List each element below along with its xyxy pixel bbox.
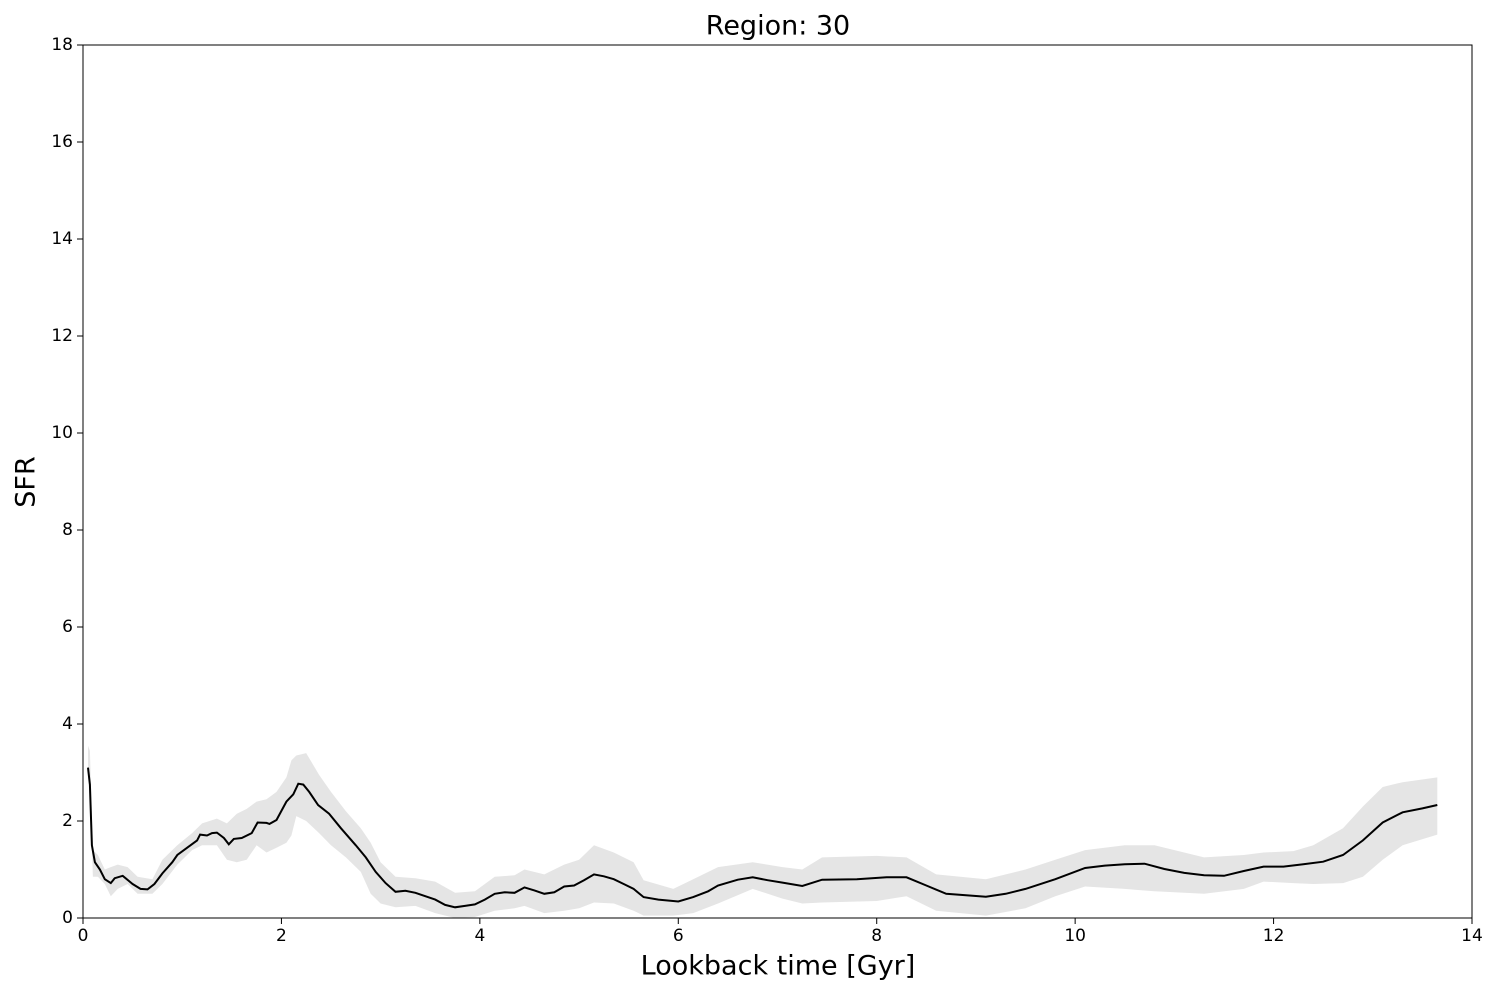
y-axis-label: SFR	[11, 456, 42, 507]
y-tick-label: 10	[51, 423, 73, 443]
chart-title: Region: 30	[706, 11, 850, 42]
x-tick-label: 4	[474, 926, 485, 946]
y-tick-label: 2	[62, 811, 73, 831]
y-tick-label: 4	[62, 714, 73, 734]
x-tick-label: 14	[1461, 926, 1483, 946]
y-tick-label: 12	[51, 326, 73, 346]
y-tick-label: 8	[62, 520, 73, 540]
x-tick-label: 2	[276, 926, 287, 946]
x-tick-label: 6	[673, 926, 684, 946]
x-tick-label: 0	[78, 926, 89, 946]
y-tick-label: 18	[51, 35, 73, 55]
x-tick-label: 8	[871, 926, 882, 946]
x-tick-label: 10	[1064, 926, 1086, 946]
plot-frame	[82, 44, 1473, 919]
y-tick-label: 14	[51, 229, 73, 249]
uncertainty-band	[88, 745, 1438, 918]
y-tick-label: 6	[62, 617, 73, 637]
sfr-line	[87, 767, 1438, 909]
x-tick-label: 12	[1263, 926, 1285, 946]
y-tick-label: 0	[62, 908, 73, 928]
x-axis-label: Lookback time [Gyr]	[641, 951, 916, 982]
y-tick-label: 16	[51, 132, 73, 152]
